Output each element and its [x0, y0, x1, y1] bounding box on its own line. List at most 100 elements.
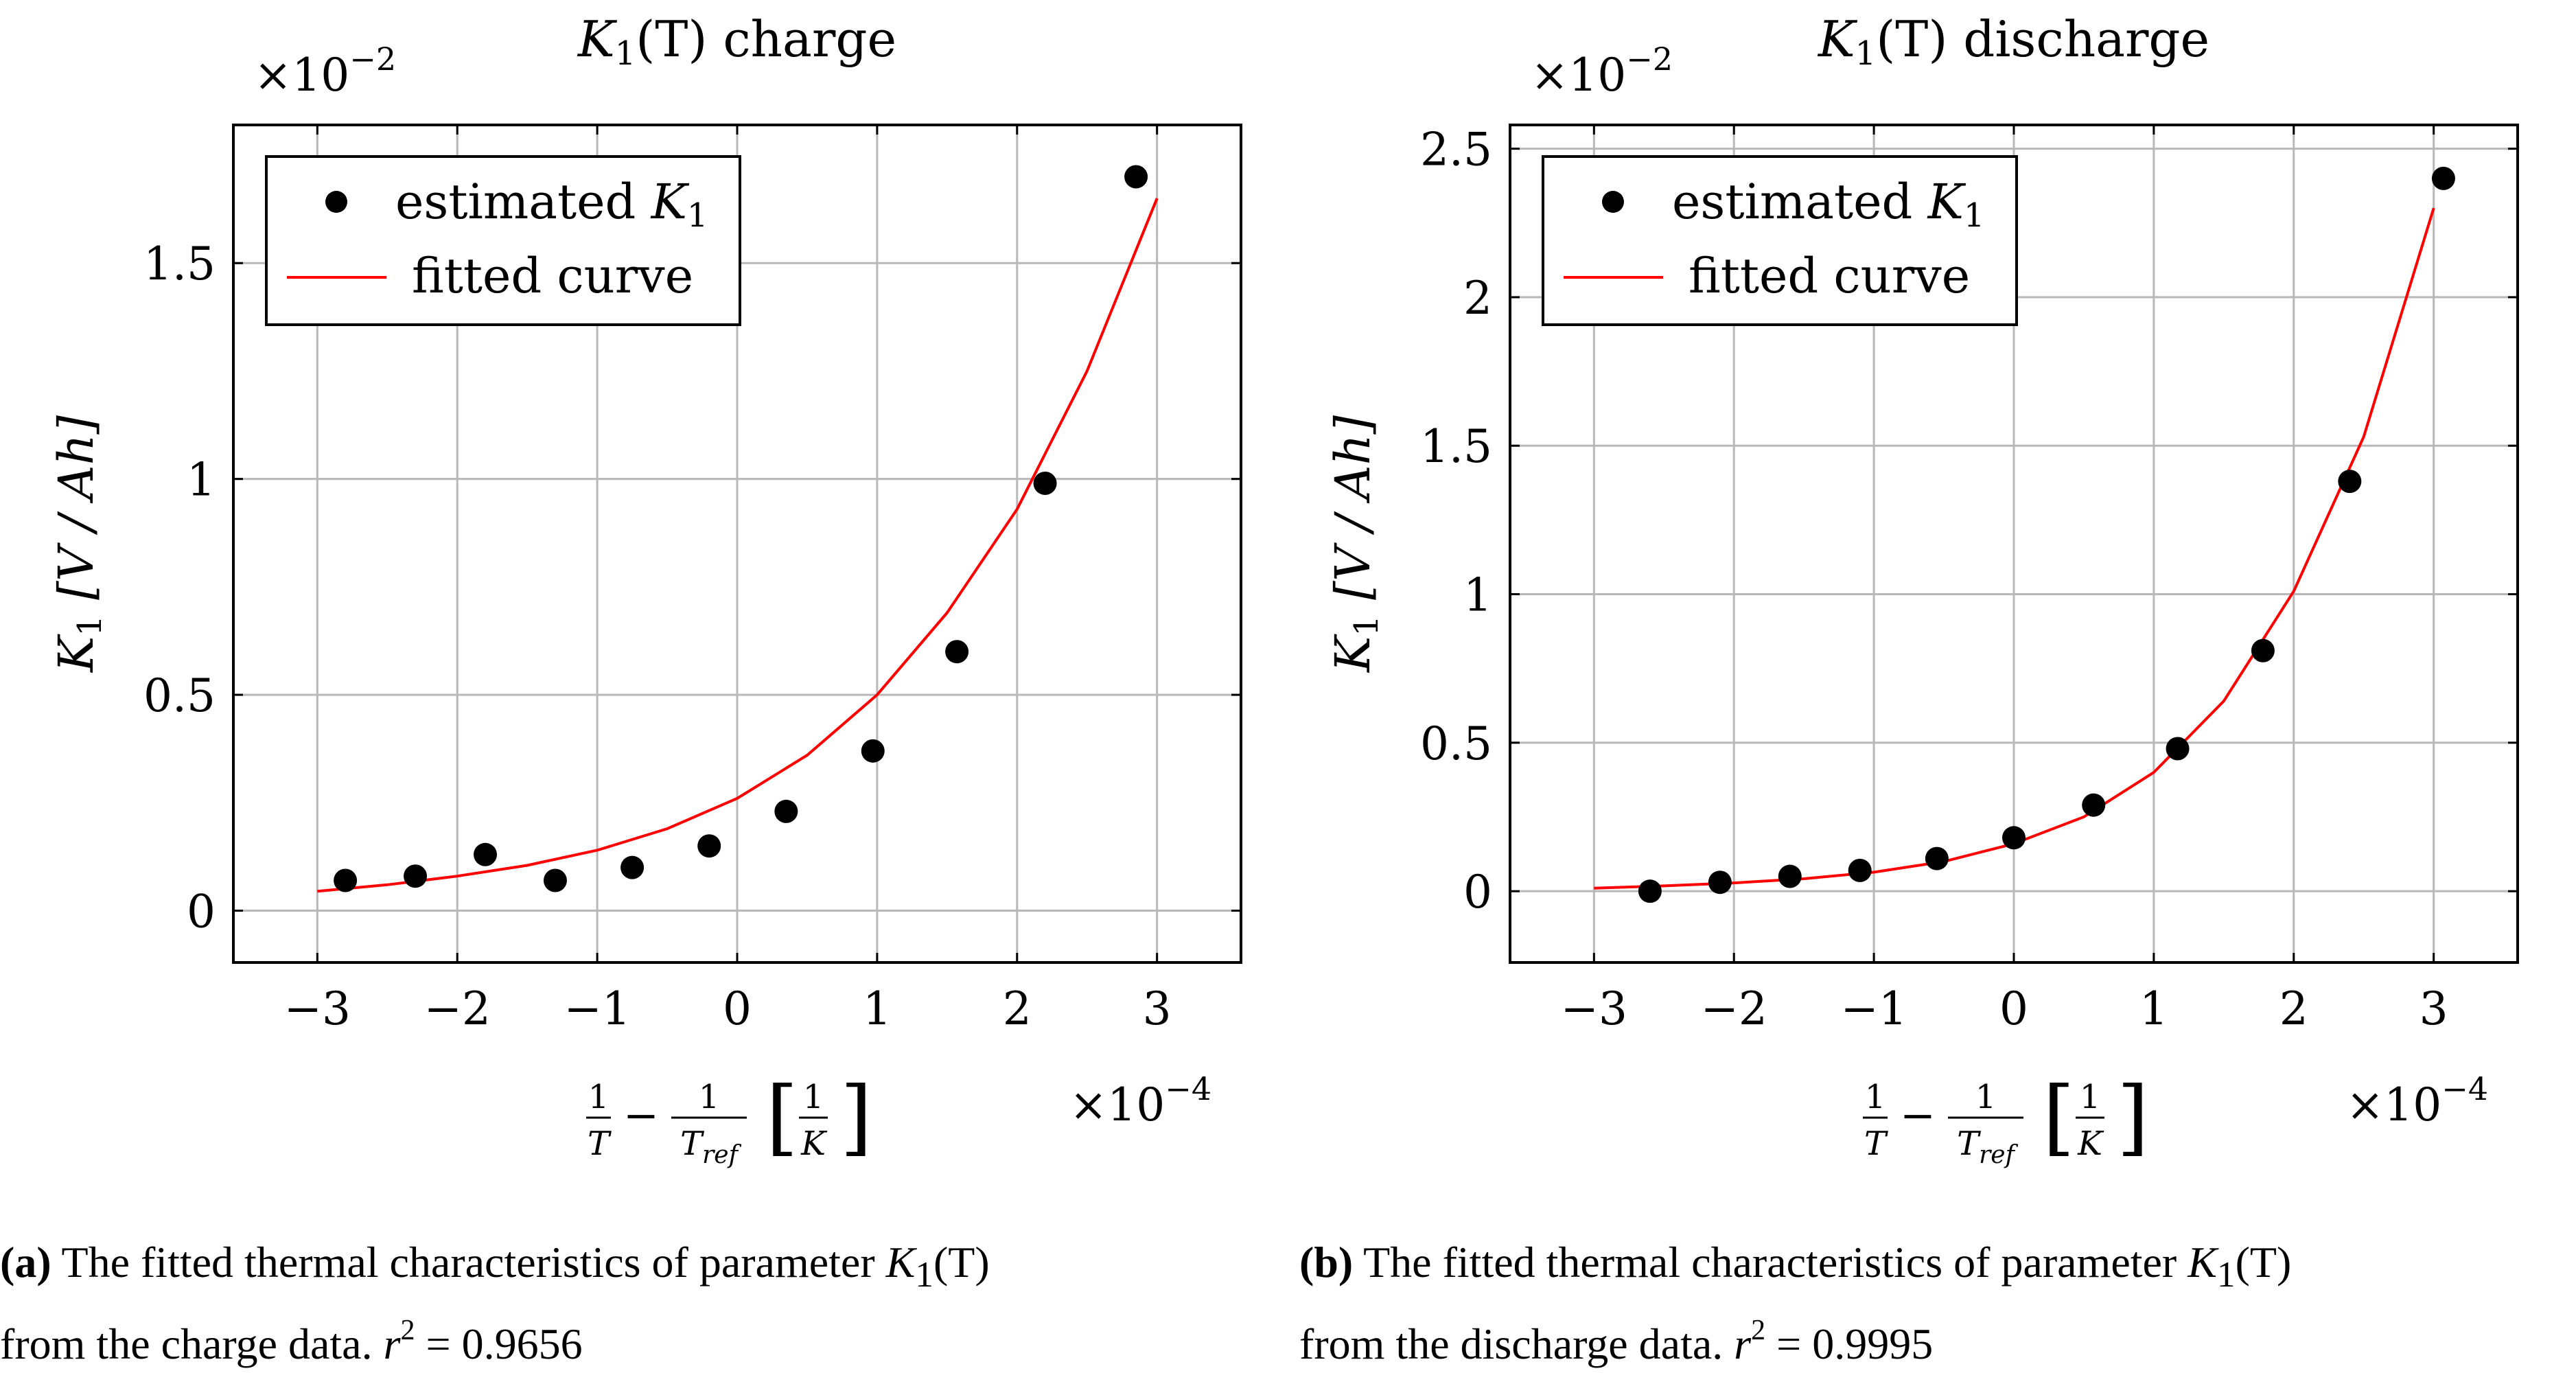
frac-den: T: [588, 1124, 612, 1163]
data-point: [2431, 166, 2455, 190]
legend: estimated K1 fitted curve: [1542, 155, 2018, 326]
y-tick-label: 0: [187, 886, 216, 938]
x-multiplier-exp: −4: [2441, 1070, 2488, 1107]
caption-a-text: The fitted thermal characteristics of pa…: [61, 1238, 886, 1287]
y-tick-label: 1.5: [1420, 420, 1492, 473]
x-multiplier-base: ×10: [1069, 1079, 1165, 1131]
y-tick-label: 0.5: [143, 669, 216, 722]
chart-b: −3 −2 −1 0 1 2 300.511.522.5K1(T) discharge×10…: [1325, 10, 2519, 1169]
caption-b-label: (b): [1299, 1238, 1354, 1287]
y-tick-label: 1.5: [143, 238, 216, 290]
data-point: [1124, 165, 1148, 189]
x-tick-label: 0: [1999, 982, 2028, 1035]
data-point: [1848, 858, 1872, 882]
data-point: [404, 864, 428, 888]
data-point: [1033, 471, 1057, 495]
chart-title: K1(T) charge: [577, 10, 896, 73]
legend-marker-points: [325, 191, 347, 213]
data-point: [2338, 470, 2362, 494]
den-t: T: [1864, 1124, 1888, 1163]
frac-den: T: [1864, 1124, 1888, 1163]
x-tick-label: −1: [564, 982, 630, 1035]
caption-b-r-exp: 2: [1751, 1314, 1766, 1346]
frac-num: 1: [588, 1078, 610, 1116]
y-multiplier-base: ×10: [254, 49, 349, 102]
title-math: K: [577, 10, 618, 68]
data-point: [543, 868, 567, 892]
legend-label-word: estimated: [1672, 174, 1928, 230]
frac-den: Tref: [680, 1124, 742, 1169]
x-tick-label: −1: [1840, 982, 1907, 1035]
frac-den: K: [2077, 1124, 2104, 1163]
legend-box: [265, 155, 741, 326]
den-k: K: [2077, 1124, 2104, 1163]
data-point: [774, 799, 798, 823]
data-point: [334, 868, 358, 892]
legend-label-word: estimated: [395, 174, 651, 230]
caption-a: (a) The fitted thermal characteristics o…: [0, 1227, 1290, 1379]
y-tick-label: 0: [1463, 866, 1492, 919]
frac-num: 1: [1975, 1078, 1997, 1116]
y-multiplier-base: ×10: [1531, 49, 1626, 102]
title-arg: (T): [1876, 10, 1947, 68]
legend: estimated K1 fitted curve: [265, 155, 741, 326]
y-axis-label: K1 [V / Ah]: [1325, 415, 1386, 673]
minus-sign: −: [1900, 1090, 1936, 1140]
y-axis-label: K1 [V / Ah]: [48, 415, 109, 673]
caption-a-math-arg: (T): [933, 1238, 990, 1287]
y-tick-label: 1: [187, 454, 216, 507]
x-tick-label: −3: [1561, 982, 1627, 1035]
x-tick-label: 3: [2420, 982, 2448, 1035]
y-label-sub: 1: [1347, 615, 1386, 636]
y-label-unit: [V / Ah]: [48, 415, 104, 615]
frac-num: 1: [699, 1078, 720, 1116]
title-math: K: [1817, 10, 1858, 68]
caption-b-text: The fitted thermal characteristics of pa…: [1363, 1238, 2188, 1287]
frac-num: 1: [2080, 1078, 2101, 1116]
den-sub: ref: [702, 1141, 742, 1169]
frac-den: K: [800, 1124, 828, 1163]
x-tick-label: 1: [2139, 982, 2168, 1035]
data-point: [1638, 879, 1662, 903]
fitted-curve-line: [317, 198, 1159, 893]
data-point: [2166, 737, 2190, 761]
y-label-sub: 1: [71, 615, 109, 636]
x-tick-label: 2: [1003, 982, 1032, 1035]
y-multiplier: ×10−2: [254, 41, 396, 102]
x-tick-label: 1: [863, 982, 892, 1035]
legend-label-line: fitted curve: [1689, 248, 1970, 304]
caption-a-label: (a): [0, 1238, 51, 1287]
legend-label-points: estimated K1: [1672, 174, 1984, 235]
data-point: [861, 739, 885, 763]
y-multiplier: ×10−2: [1531, 41, 1673, 102]
data-point: [945, 640, 969, 664]
y-multiplier-exp: −2: [1626, 41, 1673, 78]
minus-sign: −: [623, 1090, 659, 1140]
den-t: T: [588, 1124, 612, 1163]
legend-label-line: fitted curve: [412, 248, 693, 304]
y-tick-label: 2: [1463, 272, 1492, 325]
x-tick-label: 2: [2279, 982, 2308, 1035]
frac-num: 1: [1865, 1078, 1886, 1116]
bracket-left: [: [2043, 1070, 2075, 1165]
y-tick-label: 0.5: [1420, 717, 1492, 770]
bracket-right: ]: [2117, 1070, 2149, 1165]
caption-a-r-value: = 0.9656: [415, 1319, 583, 1368]
legend-label-math: K: [1927, 174, 1966, 230]
y-label-main: K: [1325, 634, 1381, 673]
data-point: [1708, 870, 1732, 895]
frac-num: 1: [803, 1078, 824, 1116]
den-t: T: [680, 1124, 704, 1163]
y-label-unit: [V / Ah]: [1325, 415, 1381, 615]
y-tick-label: 1: [1463, 569, 1492, 622]
title-sub: 1: [1855, 34, 1877, 73]
x-tick-label: −2: [424, 982, 491, 1035]
caption-b-math-arg: (T): [2235, 1238, 2292, 1287]
x-tick-label: 3: [1143, 982, 1172, 1035]
y-tick-label: 2.5: [1420, 124, 1492, 176]
plot-frame: [1509, 124, 2519, 964]
chart-title: K1(T) discharge: [1817, 10, 2209, 73]
caption-b-math: K: [2188, 1238, 2217, 1287]
